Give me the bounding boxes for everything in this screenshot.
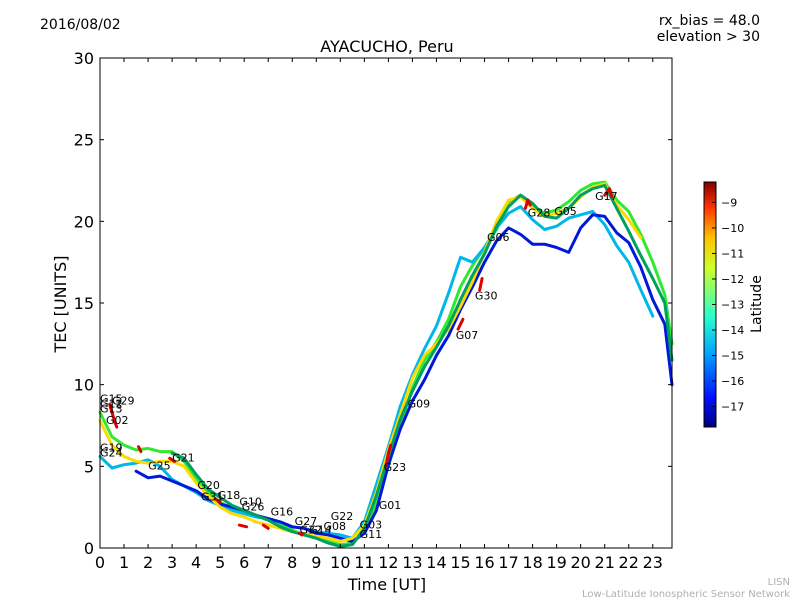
colorbar-tick-label: −13 bbox=[721, 299, 744, 312]
satellite-label: G05 bbox=[554, 205, 577, 218]
x-axis-label: Time [UT] bbox=[347, 575, 426, 594]
colorbar-tick-label: −14 bbox=[721, 324, 744, 337]
x-axis: 0 1 2 3 4 5 6 7 8 9 10 11 12 13 14 15 16 17 18 19 20 21 22 23 bbox=[95, 58, 663, 572]
colorbar-tick-label: −10 bbox=[721, 222, 744, 235]
y-tick-label: 25 bbox=[74, 131, 94, 150]
colorbar-label: Latitude bbox=[749, 275, 765, 333]
satellite-label: G26 bbox=[242, 500, 265, 513]
satellite-label: G06 bbox=[487, 231, 510, 244]
y-tick-label: 10 bbox=[74, 376, 94, 395]
x-tick-label: 11 bbox=[354, 553, 374, 572]
x-tick-label: 15 bbox=[450, 553, 470, 572]
colorbar-tick-label: −17 bbox=[721, 401, 744, 414]
tec-series-3 bbox=[98, 182, 643, 543]
x-tick-label: 22 bbox=[619, 553, 639, 572]
x-tick-label: 7 bbox=[263, 553, 273, 572]
satellite-label: G19 bbox=[100, 442, 123, 455]
satellite-label: G01 bbox=[379, 499, 402, 512]
plot-area bbox=[98, 180, 674, 548]
satellite-label: G27 bbox=[295, 515, 318, 528]
satellite-label: G11 bbox=[360, 528, 383, 541]
x-tick-label: 21 bbox=[595, 553, 615, 572]
credit-network: Low-Latitude Ionospheric Sensor Network bbox=[582, 589, 790, 600]
satellite-labels: G15G29G12G13G02G19G24G25G21G20G31G18G10G… bbox=[100, 190, 618, 541]
y-axis-label: TEC [UNITS] bbox=[51, 256, 70, 354]
satellite-label: G24 bbox=[100, 447, 123, 460]
rx-bias-label: rx_bias = 48.0 bbox=[658, 13, 760, 29]
tec-series-2 bbox=[134, 213, 674, 543]
x-tick-label: 10 bbox=[330, 553, 350, 572]
colorbar-tick-label: −15 bbox=[721, 350, 744, 363]
tec-series-5 bbox=[108, 187, 614, 537]
satellite-label: G09 bbox=[408, 398, 431, 411]
x-tick-label: 1 bbox=[119, 553, 129, 572]
satellite-label: G20 bbox=[197, 479, 220, 492]
x-tick-label: 19 bbox=[546, 553, 566, 572]
satellite-label: G03 bbox=[360, 518, 383, 531]
date-label: 2016/08/02 bbox=[40, 17, 121, 33]
x-tick-label: 2 bbox=[143, 553, 153, 572]
x-tick-label: 23 bbox=[643, 553, 663, 572]
colorbar-ticks: −9 −10 −11 −12 −13 −14 −15 −16 −17 bbox=[712, 196, 744, 414]
satellite-label: G25 bbox=[148, 460, 171, 473]
satellite-label: G22 bbox=[331, 510, 354, 523]
x-tick-label: 17 bbox=[498, 553, 518, 572]
credit-lisn: LISN bbox=[767, 577, 790, 588]
satellite-label: G29 bbox=[112, 394, 135, 407]
x-tick-label: 6 bbox=[239, 553, 249, 572]
x-tick-label: 12 bbox=[378, 553, 398, 572]
y-tick-label: 0 bbox=[84, 539, 94, 558]
satellite-label: G31 bbox=[201, 491, 224, 504]
x-tick-label: 16 bbox=[474, 553, 494, 572]
y-tick-label: 15 bbox=[74, 294, 94, 313]
y-axis: 0 5 10 15 20 25 30 bbox=[74, 49, 672, 558]
satellite-label: G23 bbox=[384, 461, 407, 474]
satellite-label: G07 bbox=[456, 329, 479, 342]
satellite-label: G15 bbox=[100, 393, 123, 406]
x-tick-label: 18 bbox=[522, 553, 542, 572]
satellite-label: G18 bbox=[218, 489, 241, 502]
satellite-label: G32 bbox=[299, 523, 322, 536]
satellite-label: G21 bbox=[172, 451, 195, 464]
satellite-label: G14 bbox=[309, 523, 332, 536]
colorbar-tick-label: −9 bbox=[721, 196, 737, 209]
satellite-label: G13 bbox=[100, 402, 123, 415]
x-tick-label: 3 bbox=[167, 553, 177, 572]
y-tick-label: 30 bbox=[74, 49, 94, 68]
tec-series-0 bbox=[98, 180, 674, 547]
satellite-label: G16 bbox=[271, 505, 294, 518]
x-tick-label: 5 bbox=[215, 553, 225, 572]
x-tick-label: 4 bbox=[191, 553, 201, 572]
x-tick-label: 8 bbox=[287, 553, 297, 572]
satellite-label: G10 bbox=[239, 496, 262, 509]
x-tick-label: 13 bbox=[402, 553, 422, 572]
colorbar-tick-label: −11 bbox=[721, 247, 744, 260]
x-tick-label: 20 bbox=[570, 553, 590, 572]
satellite-label: G30 bbox=[475, 290, 498, 303]
satellite-label: G02 bbox=[106, 414, 129, 427]
chart-title: AYACUCHO, Peru bbox=[320, 37, 453, 56]
x-tick-label: 0 bbox=[95, 553, 105, 572]
satellite-label: G12 bbox=[100, 398, 123, 411]
tec-series-4 bbox=[170, 183, 674, 548]
colorbar-tick-label: −16 bbox=[721, 375, 744, 388]
x-tick-label: 9 bbox=[311, 553, 321, 572]
satellite-label: G28 bbox=[528, 206, 551, 219]
colorbar-tick-label: −12 bbox=[721, 273, 744, 286]
x-tick-label: 14 bbox=[426, 553, 446, 572]
satellite-label: G08 bbox=[324, 520, 347, 533]
elevation-label: elevation > 30 bbox=[656, 29, 760, 45]
y-tick-label: 5 bbox=[84, 457, 94, 476]
y-tick-label: 20 bbox=[74, 212, 94, 231]
satellite-label: G17 bbox=[595, 190, 618, 203]
